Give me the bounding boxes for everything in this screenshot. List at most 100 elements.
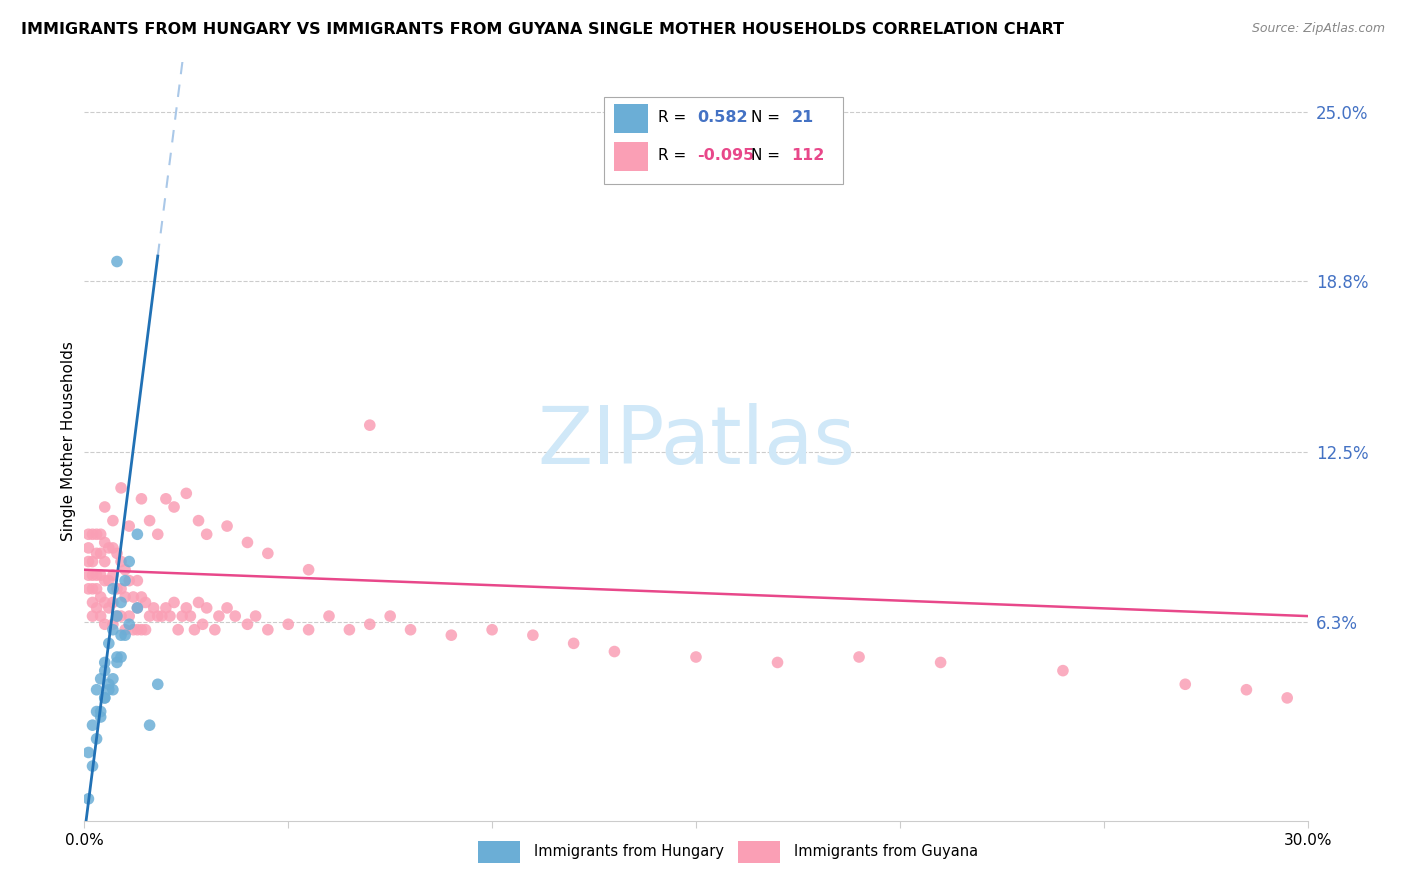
Point xyxy=(93,595,115,609)
Point xyxy=(142,601,165,615)
Point xyxy=(101,682,124,697)
Point xyxy=(93,574,115,588)
Point xyxy=(101,568,124,582)
Point xyxy=(146,677,169,691)
Point xyxy=(101,541,124,555)
Point xyxy=(127,601,149,615)
Point xyxy=(1174,677,1197,691)
Text: N =: N = xyxy=(751,111,785,125)
Point xyxy=(127,601,149,615)
Point xyxy=(131,590,153,604)
Point xyxy=(766,656,789,670)
Point xyxy=(82,527,104,541)
Text: ZIPatlas: ZIPatlas xyxy=(537,402,855,481)
Point xyxy=(82,582,104,596)
Point xyxy=(163,595,186,609)
Text: 0.582: 0.582 xyxy=(697,111,748,125)
Point xyxy=(90,590,112,604)
Point xyxy=(110,582,132,596)
Point xyxy=(174,486,197,500)
Point xyxy=(105,650,128,665)
Point xyxy=(82,718,104,732)
Point xyxy=(298,623,321,637)
Point xyxy=(146,609,169,624)
Point xyxy=(163,500,186,514)
Point xyxy=(318,609,340,624)
Point xyxy=(118,519,141,533)
Point xyxy=(114,563,136,577)
Point xyxy=(101,617,124,632)
Point xyxy=(135,595,157,609)
Point xyxy=(929,656,952,670)
Point xyxy=(97,601,120,615)
Point xyxy=(93,690,115,705)
Point xyxy=(131,623,153,637)
Point xyxy=(195,601,218,615)
Point xyxy=(77,527,100,541)
Point xyxy=(90,705,112,719)
Point xyxy=(122,623,145,637)
Point xyxy=(135,623,157,637)
Point xyxy=(359,617,381,632)
Point xyxy=(118,609,141,624)
Point xyxy=(101,514,124,528)
Point xyxy=(86,705,108,719)
Point xyxy=(1236,682,1258,697)
Point xyxy=(105,582,128,596)
Point xyxy=(183,623,205,637)
Point xyxy=(179,609,201,624)
Point xyxy=(97,541,120,555)
Point xyxy=(138,514,160,528)
Point xyxy=(848,650,870,665)
Point xyxy=(105,656,128,670)
Text: R =: R = xyxy=(658,111,692,125)
Point xyxy=(380,609,402,624)
Point xyxy=(1052,664,1074,678)
Point xyxy=(86,527,108,541)
Point xyxy=(481,623,503,637)
Point xyxy=(359,418,381,433)
Point xyxy=(97,636,120,650)
Point xyxy=(167,623,190,637)
Point xyxy=(97,682,120,697)
Point xyxy=(86,568,108,582)
Point xyxy=(90,672,112,686)
Point xyxy=(150,609,173,624)
Point xyxy=(114,574,136,588)
Bar xyxy=(614,142,648,171)
Point xyxy=(155,601,177,615)
Point xyxy=(187,514,209,528)
Point xyxy=(105,546,128,560)
Point xyxy=(110,628,132,642)
Text: 112: 112 xyxy=(792,148,825,163)
Point xyxy=(90,609,112,624)
Point xyxy=(122,590,145,604)
Point xyxy=(562,636,585,650)
Point xyxy=(86,601,108,615)
Point xyxy=(127,623,149,637)
Point xyxy=(172,609,194,624)
Point xyxy=(685,650,707,665)
Text: N =: N = xyxy=(751,148,785,163)
Point xyxy=(101,582,124,596)
Point xyxy=(110,481,132,495)
Text: Source: ZipAtlas.com: Source: ZipAtlas.com xyxy=(1251,22,1385,36)
Point xyxy=(77,582,100,596)
Point xyxy=(224,609,246,624)
Point xyxy=(90,710,112,724)
Point xyxy=(90,527,112,541)
Point xyxy=(93,664,115,678)
Point xyxy=(131,491,153,506)
Point xyxy=(93,617,115,632)
Point xyxy=(174,601,197,615)
Point xyxy=(93,555,115,569)
Point xyxy=(82,759,104,773)
Point xyxy=(339,623,361,637)
Point xyxy=(146,527,169,541)
Point xyxy=(101,672,124,686)
Point xyxy=(159,609,181,624)
Point xyxy=(86,682,108,697)
Point xyxy=(86,546,108,560)
Point xyxy=(97,574,120,588)
Point xyxy=(118,617,141,632)
